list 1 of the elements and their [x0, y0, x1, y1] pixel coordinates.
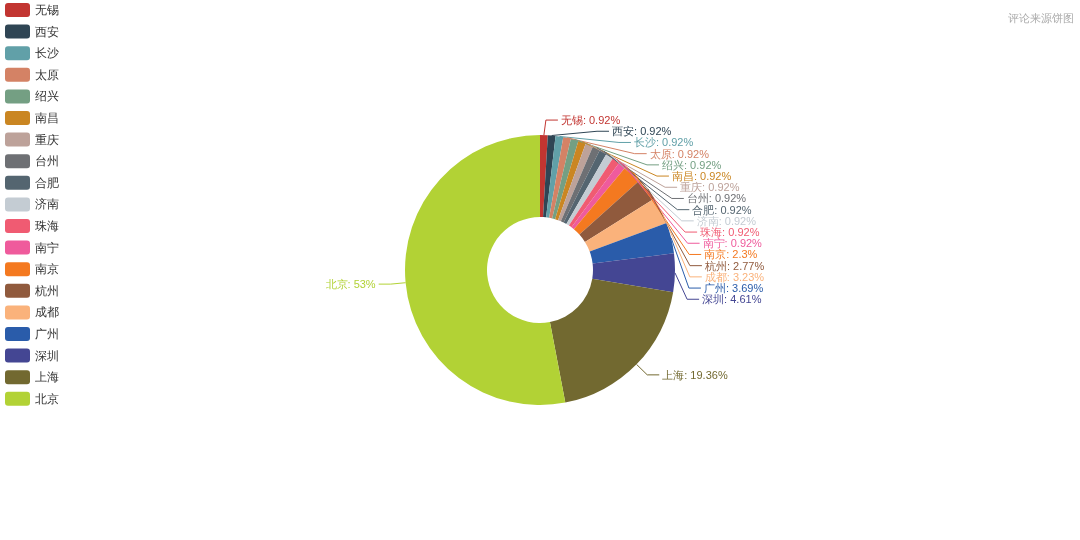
- title: 评论来源饼图: [1008, 12, 1074, 24]
